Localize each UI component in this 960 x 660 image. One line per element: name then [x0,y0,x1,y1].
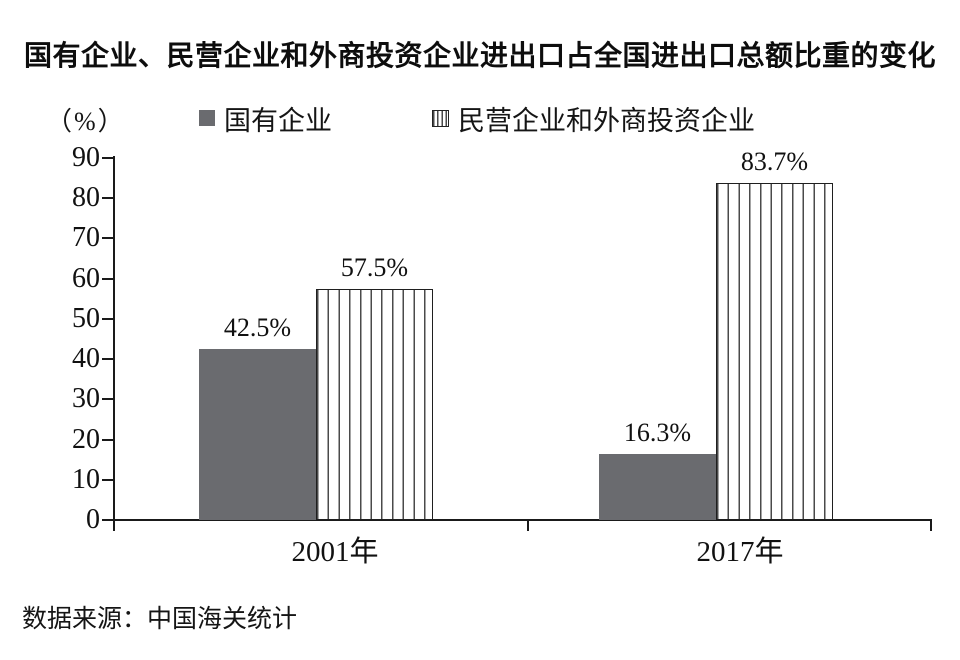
y-axis-tick [102,317,113,320]
legend-item-state-owned: 国有企业 [199,102,332,136]
y-axis-line [113,156,115,522]
y-axis-tick [102,197,113,200]
y-axis-tick [102,157,113,159]
bar-value-label: 83.7% [740,147,809,177]
y-axis-tick-label: 70 [72,222,100,254]
y-axis-tick-label: 50 [72,302,100,334]
legend-item-private-foreign: 民营企业和外商投资企业 [432,102,755,136]
source-note: 数据来源：中国海关统计 [22,606,298,633]
y-axis-tick-label: 10 [72,463,100,495]
y-axis-unit-label: （%） [46,107,126,136]
bar-solid-2001年 [199,349,316,520]
bar-value-label: 42.5% [223,313,292,343]
legend-label: 民营企业和外商投资企业 [458,105,755,136]
y-axis-tick-label: 60 [72,262,100,294]
category-label: 2017年 [696,536,784,568]
y-axis-tick [102,478,113,481]
y-axis-tick-label: 30 [72,383,100,415]
y-axis-tick-label: 0 [86,504,100,535]
y-axis-tick [102,237,113,240]
y-axis-tick-label: 20 [72,423,100,455]
x-axis-tick [527,521,529,531]
y-axis-tick-label: 40 [72,343,100,375]
x-axis-line [113,519,932,521]
x-axis-tick [930,521,932,531]
legend-label: 国有企业 [224,105,332,136]
bar-solid-2017年 [599,454,716,520]
y-axis-tick [102,519,113,521]
bar-value-label: 16.3% [623,418,692,448]
y-axis-tick [102,438,113,441]
y-axis-tick [102,358,113,361]
legend-swatch-solid [199,110,215,126]
category-label: 2001年 [291,536,379,568]
y-axis-tick [102,277,113,280]
x-axis-tick [113,521,115,531]
legend-swatch-striped [432,109,449,127]
bar-value-label: 57.5% [340,252,409,282]
bar-striped-2017年 [716,183,833,520]
chart-title: 国有企业、民营企业和外商投资企业进出口占全国进出口总额比重的变化 [23,40,936,71]
y-axis-tick-label: 80 [72,182,100,214]
y-axis-tick [102,398,113,401]
y-axis-tick-label: 90 [72,142,100,173]
bar-striped-2001年 [316,288,433,520]
